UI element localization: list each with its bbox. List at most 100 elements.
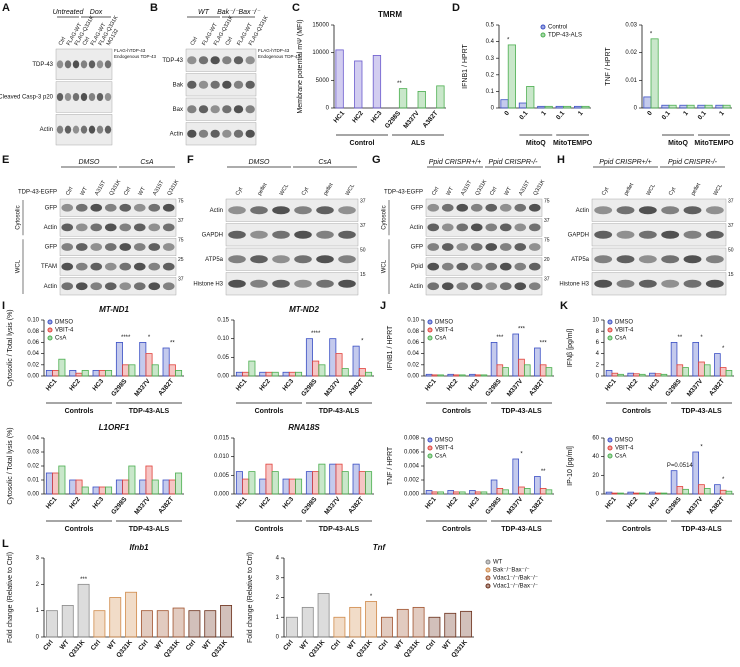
blot-band xyxy=(222,56,232,65)
blot-band xyxy=(661,255,680,264)
lane-label: pellet xyxy=(690,182,702,197)
x-tick-label: A382T xyxy=(157,378,175,397)
significance: **** xyxy=(121,335,131,341)
y-tick-label: 0.3 xyxy=(486,56,495,62)
row-label: GFP xyxy=(45,205,57,211)
x-tick-label: 0.1 xyxy=(697,110,708,122)
blot-band xyxy=(233,105,244,114)
bar xyxy=(235,371,243,377)
bar xyxy=(436,85,445,109)
legend-swatch xyxy=(607,453,613,459)
x-tick-label: HC1 xyxy=(604,496,618,511)
x-tick-label: Ctrl xyxy=(425,639,438,652)
blot-band xyxy=(427,282,440,291)
y-tick-label: 0.002 xyxy=(404,478,420,484)
blot-band xyxy=(616,279,635,288)
blot-band xyxy=(61,243,74,251)
group-label: Controls xyxy=(255,526,284,533)
blot-band xyxy=(233,80,244,89)
lane-label: Cyt xyxy=(668,186,678,197)
significance: * xyxy=(650,31,653,37)
blot-band xyxy=(133,262,146,271)
legend-swatch xyxy=(485,559,491,565)
row-label: TDP-43 xyxy=(162,58,183,64)
blot-band xyxy=(470,262,483,271)
blot-band xyxy=(528,203,541,212)
y-tick-label: 2 xyxy=(596,362,600,368)
blot-band xyxy=(228,206,246,215)
x-tick-label: M337V xyxy=(133,495,152,516)
legend-swatch xyxy=(47,327,53,333)
x-tick-label: HC3 xyxy=(91,378,105,393)
legend-swatch xyxy=(47,335,53,341)
bar xyxy=(474,491,482,495)
bar xyxy=(92,369,100,377)
blot-header: DMSO xyxy=(249,159,271,166)
bar xyxy=(480,491,488,495)
lane-label: A315T xyxy=(94,179,108,197)
x-tick-label: Q331K xyxy=(68,639,87,660)
legend-swatch xyxy=(607,437,613,443)
bar xyxy=(69,369,77,377)
y-tick-label: 0.000 xyxy=(214,492,230,498)
y-tick-label: 0.00 xyxy=(27,374,39,380)
bar xyxy=(697,104,706,109)
blot-band xyxy=(528,262,541,271)
x-tick-label: G298S xyxy=(664,377,683,398)
y-tick-label: 3 xyxy=(276,575,280,581)
group-label: MitoQ xyxy=(668,140,688,147)
lane-label: Q331K xyxy=(167,179,181,197)
blot-band xyxy=(616,255,635,264)
blot-band xyxy=(661,279,680,288)
bar xyxy=(417,91,426,109)
bar xyxy=(512,333,520,377)
blot-strip xyxy=(425,198,543,217)
chart-title: L1ORF1 xyxy=(99,423,130,432)
bar xyxy=(698,361,705,377)
x-tick-label: Q331K xyxy=(210,639,229,660)
significance: ** xyxy=(170,341,175,347)
x-tick-label: Ctrl xyxy=(282,639,295,652)
x-tick-label: A382T xyxy=(528,378,546,397)
significance: * xyxy=(507,37,510,43)
x-tick-label: HC2 xyxy=(68,496,82,511)
legend-swatch xyxy=(427,445,433,451)
panel-letter: A xyxy=(2,2,10,14)
blot-band xyxy=(485,262,498,271)
y-tick-label: 0 xyxy=(491,106,495,112)
blot-header: CsA xyxy=(318,159,332,166)
lane-label: Ctrl xyxy=(82,36,91,46)
blot-strip xyxy=(225,198,359,222)
blot-band xyxy=(638,255,657,264)
mw-marker: 75 xyxy=(178,238,184,244)
bar xyxy=(649,372,656,377)
x-tick-label: Q331K xyxy=(163,639,182,660)
y-tick-label: 0.02 xyxy=(27,362,39,368)
legend-label: CsA xyxy=(615,454,626,460)
x-tick-label: HC2 xyxy=(626,378,640,393)
legend-swatch xyxy=(485,575,491,581)
mw-marker: 75 xyxy=(178,198,184,204)
blot-band xyxy=(594,206,613,215)
bar xyxy=(139,341,147,377)
bar xyxy=(496,364,504,377)
bar xyxy=(480,374,488,377)
chart-title: Tnf xyxy=(373,543,387,552)
significance: * xyxy=(700,335,703,341)
mw-marker: 37 xyxy=(178,277,184,283)
bar xyxy=(45,610,58,638)
bar xyxy=(93,610,106,638)
bar xyxy=(545,489,553,495)
bar xyxy=(81,369,89,377)
blot-band xyxy=(104,223,117,232)
blot-strip xyxy=(425,218,543,237)
mw-marker: 37 xyxy=(728,198,734,204)
blot-band xyxy=(72,125,80,134)
bar xyxy=(679,104,688,109)
lane-label: A315T xyxy=(152,179,166,197)
blot-band xyxy=(250,255,268,264)
bar xyxy=(638,492,646,495)
lane-label: Ctrl xyxy=(65,186,74,196)
legend-label: DMSO xyxy=(615,320,633,326)
bar xyxy=(605,369,613,377)
